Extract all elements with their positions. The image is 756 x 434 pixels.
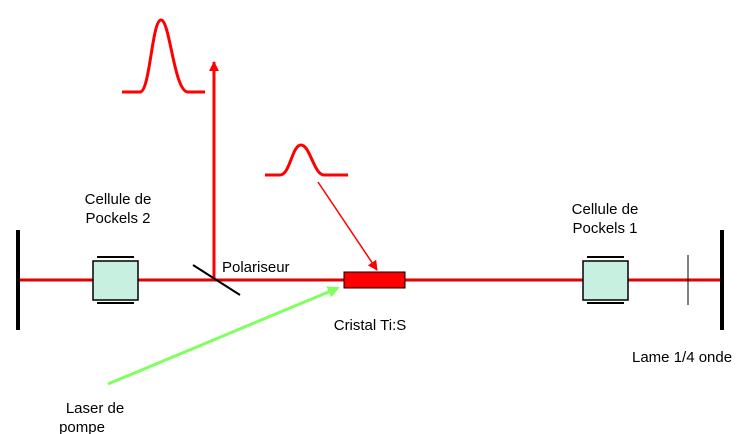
output-pulse — [122, 18, 205, 94]
crystal — [343, 271, 406, 289]
label: Laser de — [66, 400, 124, 417]
label: pompe — [59, 419, 105, 434]
label: Pockels 1 — [572, 220, 637, 237]
label: Pockels 2 — [85, 210, 150, 227]
label: Cellule de — [85, 191, 152, 208]
seed-pulse — [265, 143, 348, 177]
polarizer — [192, 264, 241, 296]
pockels-cell-2 — [92, 256, 139, 304]
label: Polariseur — [222, 259, 290, 276]
pockels-cell-1 — [582, 256, 629, 304]
label: Cristal Ti:S — [334, 317, 407, 334]
pump-beam — [107, 286, 340, 386]
injection-arrow — [317, 181, 378, 271]
label: Lame 1/4 onde — [632, 349, 732, 366]
label: Cellule de — [572, 201, 639, 218]
